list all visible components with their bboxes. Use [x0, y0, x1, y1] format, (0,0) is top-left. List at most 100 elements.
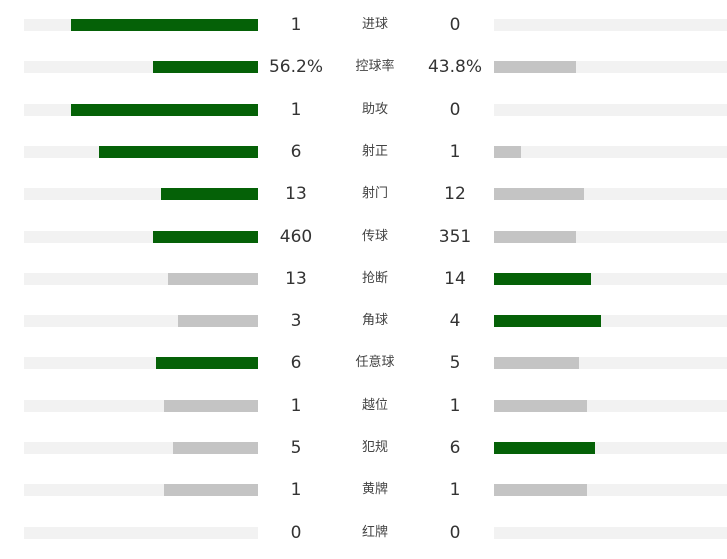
away-stat-bar: [494, 272, 591, 285]
home-stat-bar-track: [24, 103, 258, 116]
away-stat-bar: [494, 145, 521, 158]
away-stat-bar-track: [494, 315, 727, 328]
stat-label: 射正: [361, 143, 388, 159]
home-stat-bar: [70, 19, 258, 31]
home-stat-bar-track: [24, 484, 258, 497]
away-stat-value: 1: [449, 395, 461, 416]
home-stat-bar: [167, 272, 258, 285]
stat-label: 红牌: [361, 524, 388, 540]
home-stat-bar: [178, 315, 258, 328]
stat-label: 任意球: [355, 355, 395, 371]
away-stat-bar-track: [494, 19, 727, 31]
home-stat-bar-track: [24, 61, 258, 74]
home-stat-bar: [164, 484, 258, 497]
away-stat-value: 0: [449, 522, 461, 543]
stat-row: 56.2% 控球率 43.8%: [0, 46, 727, 88]
home-stat-value: 460: [279, 226, 313, 247]
away-stat-bar: [494, 188, 584, 201]
home-stat-bar-track: [24, 357, 258, 370]
stat-label: 进球: [361, 17, 388, 32]
away-stat-bar-track: [494, 145, 727, 158]
home-stat-value: 1: [290, 99, 302, 120]
away-stat-bar-track: [494, 484, 727, 497]
away-stat-value: 4: [449, 311, 461, 332]
home-stat-bar: [156, 357, 258, 370]
home-stat-value: 6: [290, 141, 302, 162]
stat-row: 460 传球 351: [0, 216, 727, 258]
away-stat-bar-track: [494, 188, 727, 201]
home-stat-value: 0: [290, 522, 302, 543]
stat-row: 3 角球 4: [0, 300, 727, 342]
away-stat-bar-track: [494, 61, 727, 74]
home-stat-value: 13: [285, 184, 307, 205]
stat-label: 越位: [361, 397, 388, 413]
away-stat-bar-track: [494, 442, 727, 454]
home-stat-bar-track: [24, 399, 258, 412]
away-stat-bar-track: [494, 399, 727, 412]
stat-label: 控球率: [355, 59, 395, 75]
away-stat-bar: [494, 315, 602, 328]
home-stat-value: 1: [290, 395, 302, 416]
away-stat-bar: [494, 484, 588, 497]
stat-label: 助攻: [361, 101, 388, 117]
away-stat-bar-track: [494, 272, 727, 285]
stat-row: 6 任意球 5: [0, 342, 727, 384]
stat-row: 1 进球 0: [0, 4, 727, 46]
stat-label: 传球: [361, 228, 388, 244]
stat-row: 1 越位 1: [0, 385, 727, 427]
away-stat-bar: [494, 399, 588, 412]
away-stat-bar: [494, 442, 596, 454]
stat-label: 角球: [361, 313, 388, 329]
home-stat-bar: [70, 103, 258, 116]
stat-row: 0 红牌 0: [0, 512, 727, 554]
home-stat-bar-track: [24, 145, 258, 158]
stat-label: 射门: [361, 186, 388, 202]
home-stat-value: 56.2%: [268, 57, 323, 78]
stat-label: 抢断: [361, 270, 388, 286]
stat-row: 1 助攻 0: [0, 89, 727, 131]
home-stat-bar: [164, 399, 258, 412]
away-stat-value: 1: [449, 141, 461, 162]
stat-label: 黄牌: [361, 482, 388, 498]
stat-row: 13 射门 12: [0, 173, 727, 215]
home-stat-bar: [160, 188, 258, 201]
home-stat-bar-track: [24, 315, 258, 328]
away-stat-bar: [494, 61, 576, 74]
stat-row: 1 黄牌 1: [0, 469, 727, 511]
home-stat-bar-track: [24, 19, 258, 31]
stat-row: 5 犯规 6: [0, 427, 727, 469]
home-stat-value: 1: [290, 480, 302, 501]
away-stat-bar-track: [494, 230, 727, 243]
stat-row: 13 抢断 14: [0, 258, 727, 300]
home-stat-bar: [152, 230, 258, 243]
away-stat-value: 0: [449, 99, 461, 120]
away-stat-value: 0: [449, 15, 461, 35]
away-stat-value: 351: [438, 226, 472, 247]
away-stat-value: 6: [449, 438, 461, 458]
home-stat-value: 6: [290, 353, 302, 374]
home-stat-value: 5: [290, 438, 302, 458]
away-stat-bar-track: [494, 357, 727, 370]
home-stat-bar: [152, 61, 258, 74]
home-stat-value: 3: [290, 311, 302, 332]
away-stat-bar: [494, 230, 576, 243]
away-stat-value: 5: [449, 353, 461, 374]
home-stat-bar-track: [24, 442, 258, 454]
away-stat-value: 43.8%: [427, 57, 482, 78]
stat-label: 犯规: [361, 440, 388, 455]
home-stat-bar-track: [24, 272, 258, 285]
away-stat-value: 14: [444, 268, 466, 289]
home-stat-value: 13: [285, 268, 307, 289]
home-stat-bar: [172, 442, 258, 454]
away-stat-value: 12: [444, 184, 466, 205]
home-stat-bar-track: [24, 230, 258, 243]
away-stat-bar-track: [494, 103, 727, 116]
away-stat-bar-track: [494, 526, 727, 539]
home-stat-value: 1: [290, 15, 302, 35]
home-stat-bar-track: [24, 526, 258, 539]
home-stat-bar-track: [24, 188, 258, 201]
away-stat-bar: [494, 357, 580, 370]
away-stat-value: 1: [449, 480, 461, 501]
stat-row: 6 射正 1: [0, 131, 727, 173]
